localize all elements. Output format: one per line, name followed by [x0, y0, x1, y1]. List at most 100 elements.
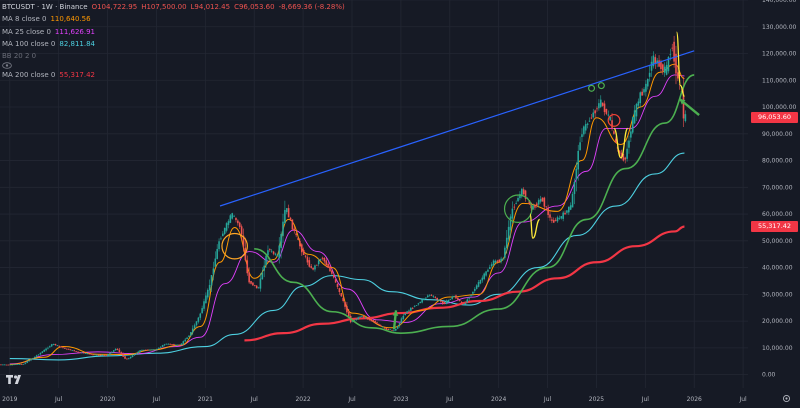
highlight-circle — [221, 232, 248, 260]
candle-body — [517, 197, 519, 202]
candle-body — [584, 124, 587, 131]
candle-body — [472, 291, 474, 294]
candle-body — [195, 321, 198, 326]
candle-body — [415, 305, 418, 306]
candle-body — [114, 348, 117, 351]
candle-body — [331, 270, 333, 274]
candle-body — [490, 264, 493, 267]
symbol-label: BTCUSDT · 1W · Binance — [2, 3, 88, 11]
indicator-name: MA 200 close 0 — [2, 71, 56, 80]
candle-body — [227, 221, 230, 225]
candle-body — [52, 343, 55, 345]
candle-body — [528, 200, 531, 204]
gear-icon[interactable] — [782, 394, 791, 403]
candle-body — [408, 310, 410, 312]
candle-body — [547, 207, 549, 216]
candle-body — [500, 258, 502, 262]
candle-body — [82, 352, 85, 354]
candle-body — [90, 353, 92, 355]
candle-body — [280, 233, 282, 249]
candle-body — [342, 297, 344, 302]
candle-body — [378, 324, 380, 325]
candle-body — [551, 219, 553, 221]
candle-body — [99, 354, 102, 356]
y-axis[interactable]: 0.00 10,000.00 20,000.00 30,000.00 40,000.00… — [762, 0, 797, 379]
candle-body — [541, 197, 544, 202]
candle-body — [645, 83, 647, 92]
candle-body — [477, 282, 480, 287]
grid — [0, 0, 748, 388]
candle-body — [425, 297, 427, 299]
candle-body — [428, 294, 431, 296]
candle-body — [310, 266, 312, 268]
candle-body — [562, 212, 564, 219]
candle-body — [3, 364, 6, 366]
highlight-circle — [588, 84, 596, 92]
candle-body — [33, 356, 36, 358]
candle-body — [210, 274, 213, 286]
x-tick-label: Jul — [543, 396, 552, 403]
indicator-ma8[interactable]: MA 8 close 0 110,640.56 — [2, 13, 349, 25]
candle-body — [15, 364, 17, 366]
indicator-ma25[interactable]: MA 25 close 0 111,626.91 — [2, 26, 349, 38]
candle-body — [400, 318, 403, 324]
candle-body — [304, 255, 307, 257]
candle-body — [622, 153, 625, 161]
candle-body — [586, 123, 589, 125]
candle-body — [370, 319, 373, 322]
indicator-ma100[interactable]: MA 100 close 0 82,811.84 — [2, 38, 349, 50]
candle-body — [404, 313, 407, 316]
candle-body — [368, 318, 371, 321]
candle-body — [607, 114, 610, 116]
eye-icon[interactable] — [2, 62, 12, 70]
candle-body — [325, 260, 328, 266]
candle-body — [635, 104, 638, 117]
candle-body — [299, 241, 301, 247]
candle-body — [293, 228, 296, 231]
candle-body — [214, 258, 217, 267]
candle-body — [598, 103, 600, 109]
y-tick-label: 30,000.00 — [762, 291, 793, 298]
candle-body — [71, 350, 74, 352]
candle-body — [49, 346, 51, 348]
symbol-row[interactable]: BTCUSDT · 1W · Binance O104,722.95 H107,5… — [2, 1, 349, 13]
candle-body — [158, 347, 160, 349]
candle-body — [513, 206, 516, 208]
candle-body — [430, 295, 433, 296]
candle-body — [278, 245, 281, 259]
ma200-price-tag: 55,317.42 — [751, 221, 798, 233]
candle-body — [152, 349, 155, 351]
indicator-ma200[interactable]: MA 200 close 0 55,317.42 — [2, 69, 349, 81]
candle-body — [184, 339, 187, 342]
candle-body — [678, 84, 681, 86]
candle-body — [613, 131, 615, 134]
tradingview-logo-icon[interactable] — [6, 373, 24, 385]
candle-body — [297, 238, 299, 240]
candle-body — [176, 344, 179, 346]
candle-body — [426, 295, 429, 298]
indicator-visibility-row[interactable] — [2, 62, 349, 70]
candle-body — [393, 329, 395, 331]
candle-body — [116, 348, 119, 350]
dip-marker — [613, 127, 629, 159]
candle-body — [502, 258, 504, 260]
dip-marker — [529, 213, 541, 239]
indicator-bb[interactable]: BB 20 2 0 — [2, 50, 349, 62]
candle-body — [308, 260, 311, 267]
ma25-line — [9, 74, 685, 365]
x-tick-label: 2026 — [687, 396, 702, 403]
candle-body — [449, 298, 452, 300]
candle-body — [406, 311, 408, 313]
candle-body — [253, 285, 256, 287]
candle-body — [564, 212, 566, 215]
candle-body — [306, 257, 309, 263]
x-axis[interactable]: 2019 Jul 2020 Jul 2021 Jul 2022 Jul 2023 Jul 2024 J… — [2, 396, 747, 403]
candle-body — [626, 148, 628, 159]
candle-body — [663, 66, 666, 73]
candle-body — [344, 301, 346, 307]
candle-body — [494, 260, 497, 263]
candle-body — [483, 273, 485, 279]
candle-body — [599, 99, 602, 107]
candle-body — [466, 299, 469, 303]
